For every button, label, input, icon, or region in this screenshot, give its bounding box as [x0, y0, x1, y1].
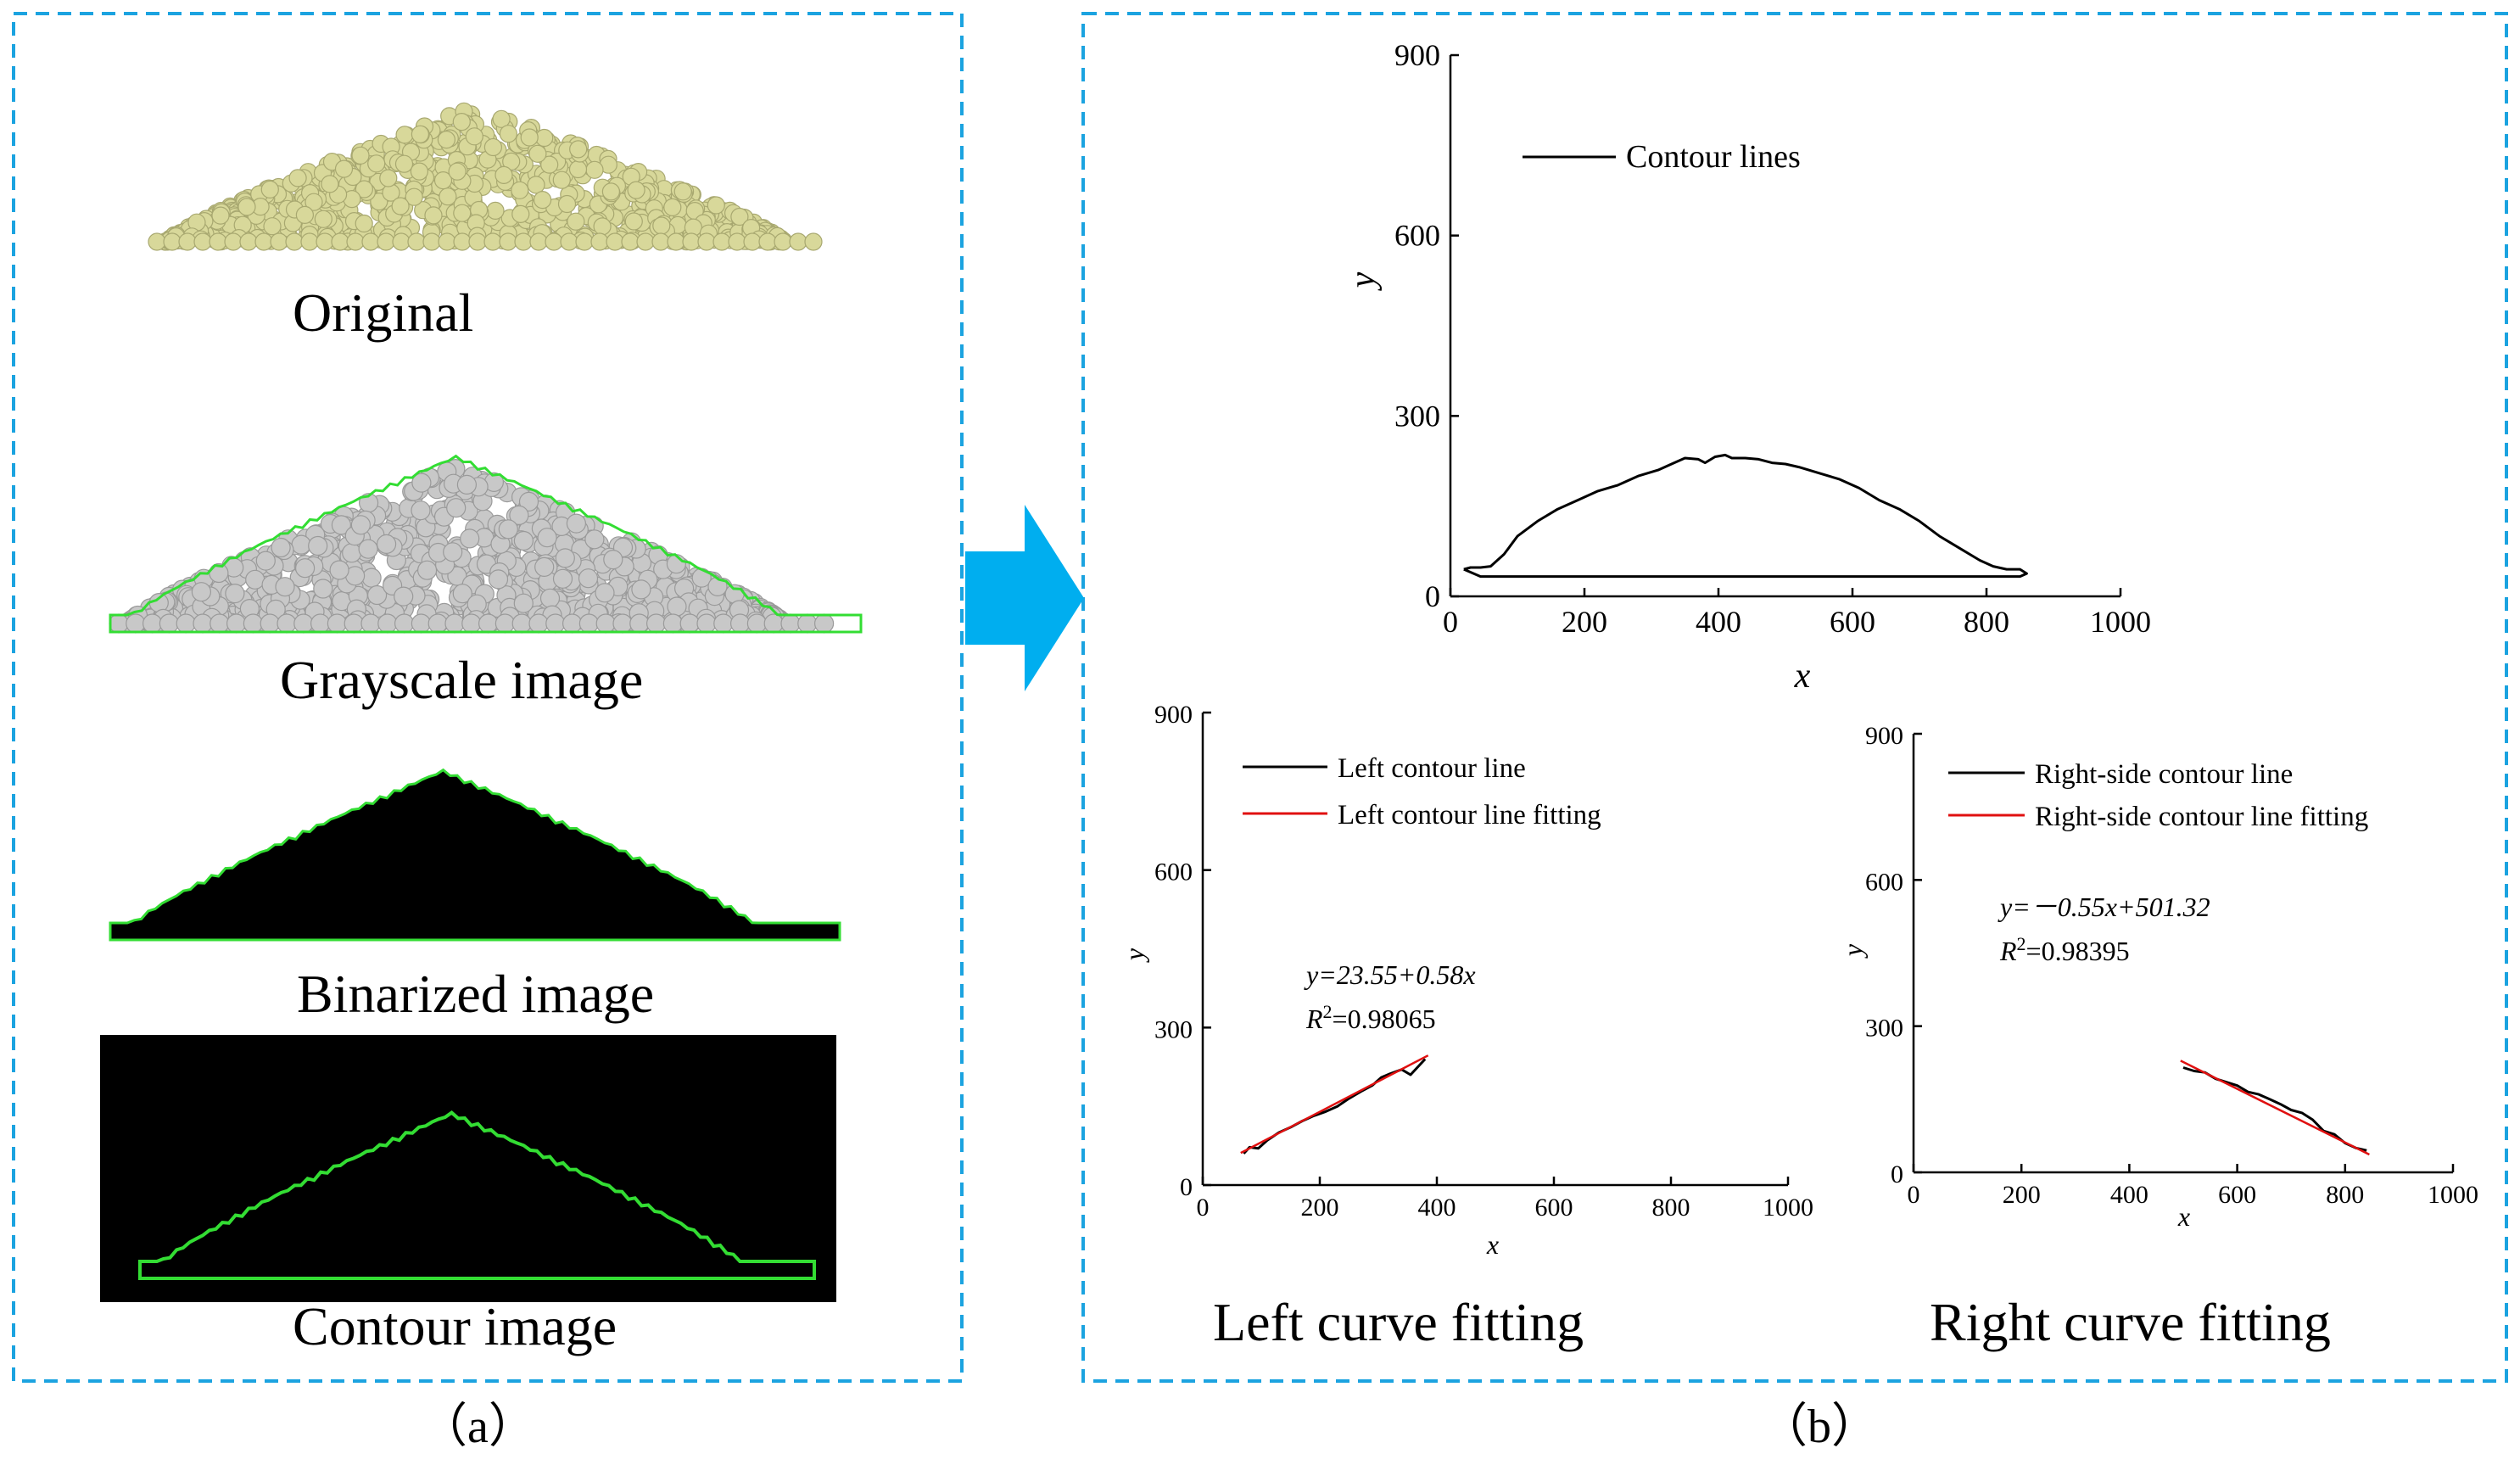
panel-b-label: （b）: [1760, 1401, 1879, 1453]
y-tick-label: 0: [1891, 1160, 1903, 1188]
right-fitting-chart: 0 200 400 600 800 1000 0 300 600 900 x y Right-side …: [1837, 722, 2478, 1232]
x-tick-label: 1000: [2090, 605, 2151, 639]
caption-binarized: Binarized image: [297, 964, 654, 1024]
x-tick-label: 0: [1443, 605, 1458, 639]
y-tick-label: 0: [1425, 579, 1440, 613]
caption-original: Original: [293, 282, 473, 343]
x-tick-label: 0: [1908, 1181, 1920, 1209]
x-tick-label: 800: [2326, 1181, 2364, 1209]
y-axis-label: y: [1344, 271, 1383, 291]
fit-r-squared: R2=0.98065: [1305, 1001, 1436, 1034]
series-line-fitting: [1240, 1054, 1429, 1155]
legend-label: Contour lines: [1626, 139, 1801, 175]
original-particle-pile: [148, 102, 823, 251]
y-axis-label: y: [1119, 948, 1149, 963]
contour-image-background: [100, 1035, 836, 1302]
x-tick-label: 600: [2218, 1181, 2256, 1209]
series-line-fitting: [2180, 1060, 2370, 1156]
series-line-contour: [1463, 453, 2028, 579]
y-tick-label: 300: [1865, 1015, 1903, 1043]
caption-grayscale: Grayscale image: [280, 650, 643, 710]
caption-contour: Contour image: [293, 1296, 617, 1356]
fit-equation: y=23.55+0.58x: [1304, 959, 1476, 990]
x-tick-label: 800: [1652, 1194, 1690, 1222]
legend-label: Right-side contour line fitting: [2035, 802, 2368, 832]
x-tick-label: 0: [1197, 1194, 1210, 1222]
x-tick-label: 1000: [2428, 1181, 2478, 1209]
x-tick-label: 400: [1418, 1194, 1456, 1222]
fit-equation: y=－0.55x+501.32: [1998, 892, 2210, 922]
panel-a-border: [12, 12, 964, 1383]
x-tick-label: 400: [2110, 1181, 2148, 1209]
panel-b-border: [1081, 12, 2508, 1383]
legend-label: Left contour line fitting: [1338, 800, 1601, 830]
y-axis-label: y: [1837, 943, 1868, 959]
y-tick-label: 600: [1865, 868, 1903, 896]
legend-label: Right-side contour line: [2035, 759, 2293, 790]
contour-outline: [138, 1110, 816, 1280]
y-tick-label: 0: [1180, 1173, 1193, 1201]
y-tick-label: 600: [1154, 858, 1193, 886]
x-tick-label: 600: [1830, 605, 1875, 639]
binarized-pile: [109, 768, 841, 942]
x-tick-label: 200: [1301, 1194, 1339, 1222]
x-axis-label: x: [1794, 657, 1811, 696]
caption-right-fitting: Right curve fitting: [1930, 1292, 2331, 1352]
x-tick-label: 200: [1562, 605, 1607, 639]
fit-r-squared: R2=0.98395: [1999, 933, 2130, 966]
y-tick-label: 900: [1154, 701, 1193, 729]
x-axis-label: x: [2177, 1201, 2190, 1232]
legend-label: Left contour line: [1338, 753, 1526, 784]
y-tick-label: 600: [1394, 219, 1440, 253]
series-line-contour: [1243, 1058, 1427, 1155]
series-line-contour: [2182, 1066, 2367, 1152]
arrow-right-icon: [965, 505, 1084, 691]
y-tick-label: 300: [1154, 1015, 1193, 1043]
x-tick-label: 600: [1535, 1194, 1573, 1222]
panel-a-label: （a）: [420, 1401, 536, 1453]
x-tick-label: 400: [1696, 605, 1741, 639]
contour-lines-chart: 0 200 400 600 800 1000 0 300 600 900 x y Contour lin…: [1344, 38, 2151, 696]
x-tick-label: 800: [1964, 605, 2009, 639]
y-tick-label: 900: [1394, 38, 1440, 72]
y-tick-label: 900: [1865, 722, 1903, 750]
x-axis-label: x: [1486, 1229, 1499, 1260]
left-fitting-chart: 0 200 400 600 800 1000 0 300 600 900 x y Left contou…: [1119, 701, 1813, 1260]
y-tick-label: 300: [1394, 399, 1440, 433]
x-tick-label: 1000: [1763, 1194, 1813, 1222]
x-tick-label: 200: [2003, 1181, 2041, 1209]
caption-left-fitting: Left curve fitting: [1213, 1292, 1584, 1352]
grayscale-particle-pile: [109, 454, 863, 634]
